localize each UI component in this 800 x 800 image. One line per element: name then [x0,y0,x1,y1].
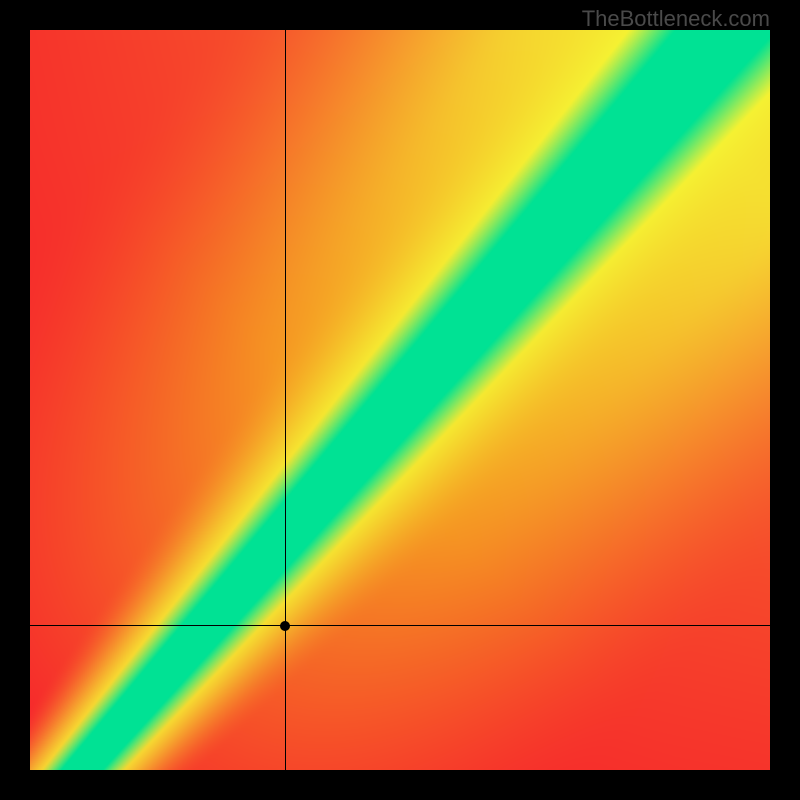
heatmap-plot [30,30,770,770]
heatmap-canvas [30,30,770,770]
crosshair-vertical [285,30,286,770]
crosshair-horizontal [30,625,770,626]
watermark-text: TheBottleneck.com [582,6,770,32]
marker-dot [280,621,290,631]
